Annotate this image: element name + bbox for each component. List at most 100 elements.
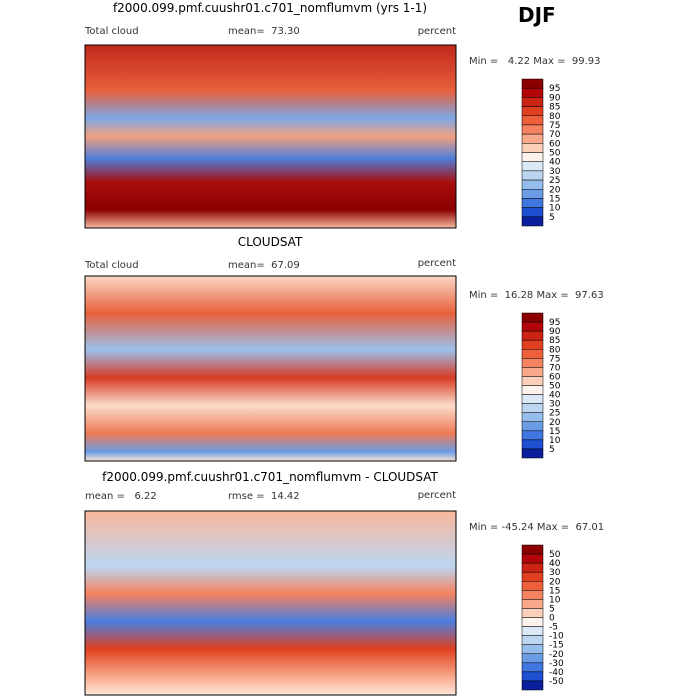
left-label: Total cloud bbox=[84, 26, 139, 37]
colorbar-box bbox=[521, 133, 544, 144]
colorbar-label: 70 bbox=[549, 130, 561, 140]
colorbar-label: 30 bbox=[549, 568, 561, 578]
colorbar-box bbox=[521, 198, 544, 208]
stat: mean= 67.09 bbox=[228, 260, 300, 271]
colorbar-box bbox=[521, 216, 544, 227]
colorbar-label: 5 bbox=[549, 445, 555, 455]
colorbar-label: 15 bbox=[549, 194, 560, 204]
colorbar-label: -5 bbox=[549, 623, 558, 633]
colorbar-box bbox=[521, 581, 544, 591]
colorbar-label: -10 bbox=[549, 632, 564, 642]
colorbar-box bbox=[521, 617, 544, 627]
colorbar-label: 30 bbox=[549, 400, 561, 410]
colorbar-label: 15 bbox=[549, 586, 560, 596]
colorbar-label: 75 bbox=[549, 121, 560, 131]
colorbar-box bbox=[521, 179, 544, 190]
colorbar-box bbox=[521, 653, 544, 664]
colorbar-box bbox=[521, 680, 544, 691]
panel-title: f2000.099.pmf.cuushr01.c701_nomflumvm (y… bbox=[113, 1, 427, 15]
colorbar-box bbox=[521, 599, 544, 609]
colorbar-box bbox=[521, 553, 544, 564]
colorbar-label: -50 bbox=[549, 677, 564, 687]
season: DJF bbox=[518, 3, 556, 27]
stat: mean = 6.22 bbox=[85, 491, 157, 502]
colorbar-label: -20 bbox=[549, 650, 564, 660]
colorbar-label: 80 bbox=[549, 345, 561, 355]
colorbar-box bbox=[521, 571, 544, 582]
colorbar-label: 20 bbox=[549, 418, 561, 428]
colorbar-box bbox=[521, 421, 544, 432]
colorbar-box bbox=[521, 403, 544, 413]
colorbar-label: 20 bbox=[549, 185, 561, 195]
colorbar-label: 5 bbox=[549, 604, 555, 614]
colorbar-box bbox=[521, 87, 544, 98]
colorbar-label: -40 bbox=[549, 668, 564, 678]
colorbar-box bbox=[521, 321, 544, 332]
colorbar-label: 15 bbox=[549, 427, 560, 437]
colorbar-box bbox=[521, 170, 544, 181]
colorbar-box bbox=[521, 671, 544, 682]
stat: mean= 73.30 bbox=[228, 26, 300, 37]
colorbar-label: 75 bbox=[549, 354, 560, 364]
min-max: Min = -45.24 Max = 67.01 bbox=[469, 522, 604, 533]
colorbar-box bbox=[521, 562, 544, 573]
colorbar-box bbox=[521, 330, 544, 341]
panel-title: f2000.099.pmf.cuushr01.c701_nomflumvm - … bbox=[102, 470, 438, 484]
colorbar-box bbox=[521, 97, 544, 107]
colorbar-label: 5 bbox=[549, 213, 555, 223]
colorbar-box bbox=[521, 662, 544, 673]
colorbar-box bbox=[521, 439, 544, 450]
min-max: Min = 16.28 Max = 97.63 bbox=[469, 290, 604, 301]
colorbar-box bbox=[521, 152, 544, 162]
colorbar-box bbox=[521, 349, 544, 359]
colorbar-box bbox=[521, 312, 544, 323]
colorbar-label: 25 bbox=[549, 409, 560, 419]
colorbar-box bbox=[521, 143, 544, 153]
colorbar-box bbox=[521, 608, 544, 618]
left-label: Total cloud bbox=[84, 260, 139, 271]
colorbar-label: 10 bbox=[549, 204, 561, 214]
colorbar-box bbox=[521, 78, 544, 89]
colorbar-label: 50 bbox=[549, 382, 561, 392]
colorbar-label: 60 bbox=[549, 372, 561, 382]
colorbar-label: -30 bbox=[549, 659, 564, 669]
map bbox=[84, 44, 457, 229]
colorbar-label: 80 bbox=[549, 112, 561, 122]
colorbar-label: 10 bbox=[549, 436, 561, 446]
colorbar-box bbox=[521, 385, 544, 395]
colorbar-label: 95 bbox=[549, 318, 560, 328]
min-max: Min = 4.22 Max = 99.93 bbox=[469, 56, 601, 67]
panel-title: CLOUDSAT bbox=[238, 235, 303, 249]
colorbar-box bbox=[521, 207, 544, 218]
colorbar-box bbox=[521, 430, 544, 441]
colorbar-label: 90 bbox=[549, 327, 561, 337]
colorbar-box bbox=[521, 106, 544, 116]
colorbar-box bbox=[521, 644, 544, 654]
colorbar-box bbox=[521, 635, 544, 645]
colorbar-box bbox=[521, 448, 544, 459]
colorbar-label: 50 bbox=[549, 149, 561, 159]
colorbar-label: -15 bbox=[549, 641, 564, 651]
colorbar-box bbox=[521, 161, 544, 172]
stat: rmse = 14.42 bbox=[228, 491, 300, 502]
colorbar-label: 90 bbox=[549, 93, 561, 103]
colorbar-label: 20 bbox=[549, 577, 561, 587]
colorbar-label: 70 bbox=[549, 363, 561, 373]
colorbar-box bbox=[521, 189, 544, 199]
colorbar-label: 40 bbox=[549, 559, 561, 569]
map bbox=[84, 275, 457, 462]
units: percent bbox=[418, 490, 456, 501]
colorbar-box bbox=[521, 367, 544, 377]
units: percent bbox=[418, 258, 456, 269]
colorbar-box bbox=[521, 358, 544, 368]
colorbar-label: 25 bbox=[549, 176, 560, 186]
colorbar-box bbox=[521, 124, 544, 135]
colorbar-label: 85 bbox=[549, 336, 560, 346]
colorbar-box bbox=[521, 394, 544, 404]
colorbar-box bbox=[521, 339, 544, 350]
colorbar-label: 60 bbox=[549, 139, 561, 149]
colorbar-box bbox=[521, 115, 544, 126]
colorbar-label: 40 bbox=[549, 391, 561, 401]
